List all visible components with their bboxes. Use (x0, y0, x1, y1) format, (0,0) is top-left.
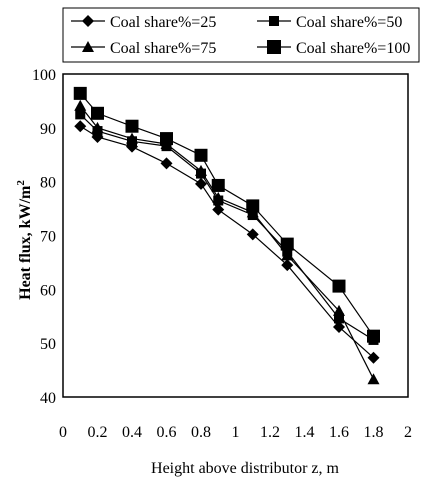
data-point (73, 86, 87, 100)
legend-label-3: Coal share%=75 (110, 40, 216, 57)
data-point (126, 132, 138, 144)
x-tick-label: 1.6 (329, 424, 349, 441)
data-point (125, 119, 139, 133)
series-line (79, 113, 374, 341)
diamond-marker-icon (82, 15, 94, 27)
data-point (281, 259, 294, 272)
data-point (246, 199, 260, 213)
series-1 (74, 120, 380, 364)
x-axis-title: Height above distributor z, m (151, 460, 340, 477)
x-tick-label: 0.4 (122, 424, 142, 441)
data-point (212, 191, 225, 203)
legend: Coal share%=25 Coal share%=50 Coal share… (62, 7, 420, 63)
data-point (334, 313, 344, 324)
data-point (333, 321, 345, 334)
data-point (246, 228, 259, 241)
data-point (367, 351, 380, 364)
data-point (333, 304, 345, 316)
triangle-marker-icon (82, 41, 94, 52)
data-point (91, 121, 104, 133)
legend-entry-4: Coal share%=100 (257, 40, 410, 57)
legend-label-1: Coal share%=25 (110, 14, 216, 31)
x-tick-label: 0.2 (88, 424, 108, 441)
data-point (195, 177, 207, 190)
big-square-marker-icon (267, 40, 281, 54)
x-tick-label: 1.2 (260, 424, 280, 441)
data-point (75, 109, 86, 120)
legend-label-2: Coal share%=50 (296, 14, 402, 31)
data-point (74, 120, 87, 133)
x-tick-label: 1.4 (295, 424, 315, 441)
data-point (160, 157, 173, 170)
y-axis-title: Heat flux, kW/m2 (15, 180, 34, 300)
y-tick-label: 90 (40, 121, 56, 138)
data-point (74, 99, 87, 111)
series-line (79, 125, 374, 359)
legend-entry-1: Coal share%=25 (71, 14, 216, 31)
data-point (211, 178, 225, 192)
data-point (212, 203, 225, 216)
series-4 (73, 86, 380, 343)
series-line (79, 105, 375, 380)
y-tick-label: 60 (40, 282, 56, 299)
x-tick-label: 0 (59, 424, 67, 441)
data-point (194, 148, 208, 162)
data-point (281, 249, 294, 261)
data-point (332, 279, 346, 293)
data-point (195, 164, 207, 176)
series-line (79, 93, 374, 337)
data-point (280, 237, 294, 251)
y-axis-title-text: Heat flux, kW/m (17, 185, 34, 300)
plot-area (62, 73, 409, 398)
x-tick-label: 2 (404, 424, 412, 441)
y-tick-label: 100 (32, 67, 56, 84)
data-point (160, 132, 173, 146)
x-tick-label: 1 (232, 424, 240, 441)
data-point (91, 106, 104, 120)
y-axis-title-superscript: 2 (15, 180, 27, 186)
legend-label-4: Coal share%=100 (296, 40, 410, 57)
legend-entry-2: Coal share%=50 (257, 14, 402, 31)
legend-entry-3: Coal share%=75 (71, 40, 216, 57)
data-point (367, 373, 380, 385)
data-point (367, 329, 380, 343)
square-marker-icon (269, 16, 279, 26)
x-tick-label: 0.6 (157, 424, 177, 441)
x-tick-label: 0.8 (191, 424, 211, 441)
legend-box (62, 7, 420, 63)
y-tick-label: 40 (40, 390, 56, 407)
axis-ticks: 0 0.2 0.4 0.6 0.8 1 1.2 1.4 1.6 1.8 2 40 50 60 70 80 90 1… (32, 67, 412, 441)
y-tick-label: 80 (40, 175, 56, 192)
y-tick-label: 70 (40, 229, 56, 246)
y-tick-label: 50 (40, 336, 56, 353)
series-layer (73, 86, 380, 385)
x-tick-label: 1.8 (364, 424, 384, 441)
